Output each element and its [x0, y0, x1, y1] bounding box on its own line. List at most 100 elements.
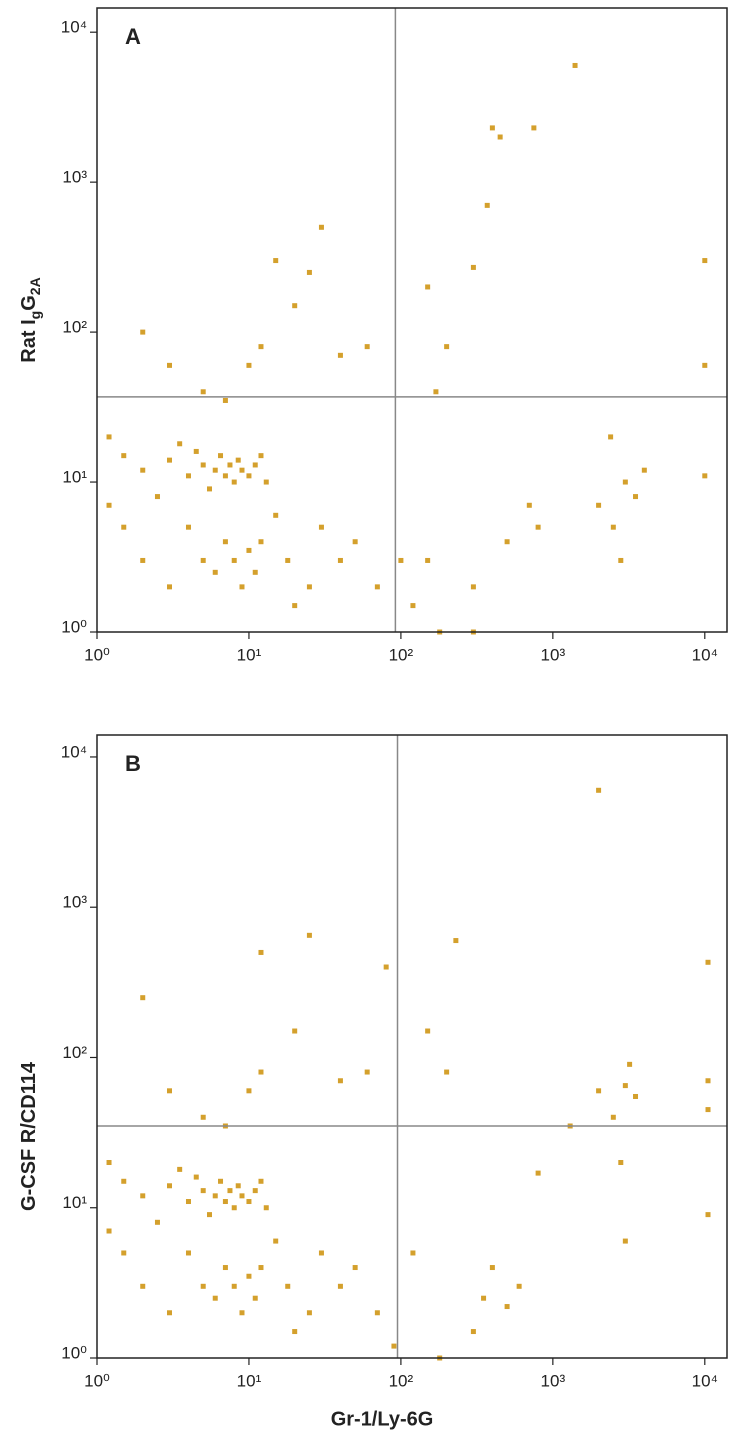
event-dot	[433, 389, 439, 395]
event-dot	[306, 584, 312, 590]
event-dot	[246, 1199, 252, 1205]
event-dot	[263, 1205, 269, 1211]
y-axis-label: G-CSF R/CD114	[18, 1061, 40, 1211]
event-dot	[166, 457, 172, 463]
y-tick-label: 10¹	[62, 468, 87, 487]
event-dot	[610, 1114, 616, 1120]
event-dot	[489, 125, 495, 131]
event-dot	[337, 557, 343, 563]
x-tick-label: 10⁰	[84, 1371, 110, 1390]
event-dot	[140, 557, 146, 563]
event-dot	[702, 258, 708, 264]
event-dot	[618, 557, 624, 563]
y-tick-label: 10⁴	[61, 18, 87, 37]
x-tick-label: 10¹	[237, 645, 262, 664]
event-dot	[633, 494, 639, 500]
event-dot	[258, 1069, 264, 1075]
event-dot	[702, 473, 708, 479]
event-dot	[218, 1178, 224, 1184]
event-dot	[610, 524, 616, 530]
x-tick-label: 10⁴	[692, 645, 718, 664]
event-dot	[227, 462, 233, 468]
x-tick-label: 10²	[389, 645, 414, 664]
event-dot	[222, 1265, 228, 1271]
y-tick-label: 10⁰	[61, 617, 87, 636]
event-dot	[352, 1265, 358, 1271]
event-dot	[531, 125, 537, 131]
event-dot	[185, 524, 191, 530]
event-dot	[364, 344, 370, 350]
event-dot	[246, 547, 252, 553]
event-dot	[212, 467, 218, 473]
event-dot	[258, 453, 264, 459]
event-dot	[470, 264, 476, 270]
event-dot	[410, 1250, 416, 1256]
event-dot	[481, 1295, 487, 1301]
event-dot	[273, 1238, 279, 1244]
event-dot	[504, 1304, 510, 1310]
x-axis-label: Gr-1/Ly-6G	[331, 1408, 434, 1430]
event-dot	[200, 1114, 206, 1120]
event-dot	[425, 557, 431, 563]
y-tick-label: 10⁴	[61, 742, 87, 761]
event-dot	[252, 569, 258, 575]
event-dot	[263, 479, 269, 485]
event-dot	[484, 202, 490, 208]
plot-frame	[96, 734, 728, 1359]
event-dot	[106, 434, 112, 440]
event-dot	[166, 362, 172, 368]
event-dot	[318, 524, 324, 530]
event-dot	[212, 1193, 218, 1199]
event-dot	[258, 949, 264, 955]
event-dot	[444, 344, 450, 350]
event-dot	[622, 479, 628, 485]
event-dot	[364, 1069, 370, 1075]
event-dot	[391, 1343, 397, 1349]
event-dot	[140, 467, 146, 473]
x-tick-label: 10⁰	[84, 645, 110, 664]
event-dot	[374, 1310, 380, 1316]
event-dot	[258, 1178, 264, 1184]
event-dot	[177, 1166, 183, 1172]
event-dot	[258, 1265, 264, 1271]
y-tick-label: 10²	[62, 1043, 87, 1062]
event-dot	[470, 1329, 476, 1335]
event-dot	[246, 362, 252, 368]
event-dot	[177, 441, 183, 447]
event-dot	[246, 473, 252, 479]
event-dot	[185, 1250, 191, 1256]
event-dot	[705, 959, 711, 965]
panel-label: A	[125, 24, 141, 49]
event-dot	[231, 1283, 237, 1289]
event-dot	[140, 1283, 146, 1289]
event-dot	[154, 1219, 160, 1225]
event-dot	[489, 1265, 495, 1271]
event-dot	[337, 352, 343, 358]
event-dot	[231, 557, 237, 563]
event-dot	[185, 1199, 191, 1205]
event-dot	[200, 389, 206, 395]
x-tick-label: 10²	[389, 1371, 414, 1390]
event-dot	[246, 1088, 252, 1094]
event-dot	[140, 329, 146, 335]
event-dot	[318, 224, 324, 230]
event-dot	[516, 1283, 522, 1289]
y-axis-label-part: Rat I	[18, 319, 40, 362]
event-dot	[222, 397, 228, 403]
event-dot	[702, 362, 708, 368]
event-dot	[596, 1088, 602, 1094]
event-dot	[596, 787, 602, 793]
event-dot	[200, 1188, 206, 1194]
event-dot	[231, 1205, 237, 1211]
event-dot	[425, 284, 431, 290]
event-dot	[398, 557, 404, 563]
event-dot	[166, 1183, 172, 1189]
event-dot	[352, 539, 358, 545]
event-dot	[627, 1061, 633, 1067]
event-dot	[185, 473, 191, 479]
x-tick-label: 10¹	[237, 1371, 262, 1390]
event-dot	[292, 1028, 298, 1034]
event-dot	[306, 932, 312, 938]
event-dot	[239, 467, 245, 473]
